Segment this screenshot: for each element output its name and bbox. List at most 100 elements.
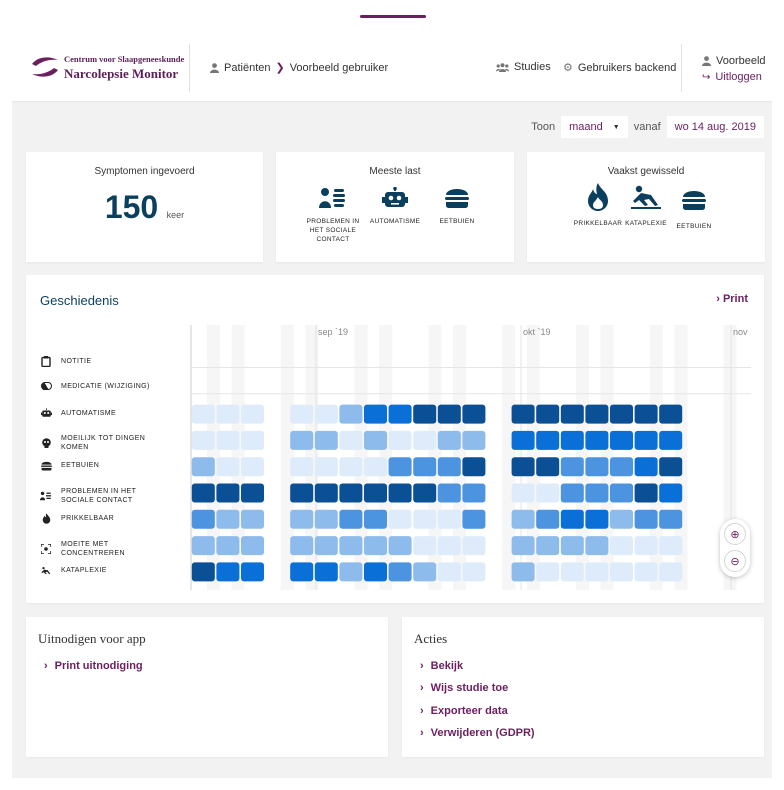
timeline-cell[interactable] — [585, 457, 609, 477]
timeline-cell[interactable] — [241, 430, 264, 450]
timeline-cell[interactable] — [290, 562, 314, 582]
assign-study-link[interactable]: › Wijs studie toe — [420, 682, 508, 694]
timeline-cell[interactable] — [462, 562, 486, 582]
timeline-cell[interactable] — [364, 430, 387, 450]
timeline-cell[interactable] — [314, 430, 338, 450]
timeline-cell[interactable] — [388, 457, 412, 477]
timeline-cell[interactable] — [388, 404, 412, 424]
timeline-cell[interactable] — [290, 457, 314, 477]
timeline-cell[interactable] — [585, 509, 609, 529]
timeline-cell[interactable] — [536, 536, 560, 556]
timeline-cell[interactable] — [413, 430, 437, 450]
timeline-cell[interactable] — [634, 404, 658, 424]
delete-gdpr-link[interactable]: › Verwijderen (GDPR) — [420, 727, 535, 739]
timeline-cell[interactable] — [659, 404, 683, 424]
timeline-cell[interactable] — [437, 457, 461, 477]
timeline-cell[interactable] — [191, 509, 215, 529]
timeline-cell[interactable] — [536, 509, 560, 529]
timeline-cell[interactable] — [364, 509, 387, 529]
timeline-cell[interactable] — [339, 457, 363, 477]
timeline-cell[interactable] — [536, 457, 560, 477]
print-invite-link[interactable]: › Print uitnodiging — [44, 660, 143, 672]
timeline-cell[interactable] — [634, 430, 658, 450]
timeline-cell[interactable] — [314, 404, 338, 424]
app-logo[interactable]: Centrum voor Slaapgeneeskunde Narcolepsi… — [30, 54, 190, 84]
export-data-link[interactable]: › Exporteer data — [420, 705, 508, 717]
current-user[interactable]: Voorbeeld — [702, 53, 766, 69]
timeline-cell[interactable] — [560, 430, 584, 450]
timeline-cell[interactable] — [339, 404, 363, 424]
timeline-cell[interactable] — [290, 536, 314, 556]
timeline-cell[interactable] — [511, 483, 535, 503]
timeline-cell[interactable] — [536, 430, 560, 450]
zoom-out-button[interactable]: ⊖ — [724, 550, 746, 572]
timeline-cell[interactable] — [462, 457, 486, 477]
timeline-cell[interactable] — [634, 536, 658, 556]
timeline-cell[interactable] — [511, 404, 535, 424]
timeline-cell[interactable] — [462, 430, 486, 450]
timeline-cell[interactable] — [388, 430, 412, 450]
timeline-cell[interactable] — [339, 536, 363, 556]
timeline-cell[interactable] — [659, 562, 683, 582]
timeline-cell[interactable] — [413, 509, 437, 529]
timeline-cell[interactable] — [290, 509, 314, 529]
timeline-cell[interactable] — [364, 483, 387, 503]
timeline-cell[interactable] — [413, 483, 437, 503]
timeline-cell[interactable] — [585, 562, 609, 582]
timeline-cell[interactable] — [290, 483, 314, 503]
breadcrumb-patients[interactable]: Patiënten — [224, 61, 271, 74]
timeline-cell[interactable] — [536, 404, 560, 424]
timeline-cell[interactable] — [413, 536, 437, 556]
timeline-cell[interactable] — [462, 404, 486, 424]
timeline-cell[interactable] — [413, 404, 437, 424]
timeline-cell[interactable] — [364, 457, 387, 477]
timeline-cell[interactable] — [585, 404, 609, 424]
timeline-cell[interactable] — [437, 509, 461, 529]
timeline-cell[interactable] — [364, 404, 387, 424]
timeline-cell[interactable] — [560, 483, 584, 503]
timeline-cell[interactable] — [216, 457, 240, 477]
timeline-cell[interactable] — [437, 483, 461, 503]
logout-link[interactable]: ↪ Uitloggen — [702, 69, 766, 85]
timeline-cell[interactable] — [536, 483, 560, 503]
timeline-cell[interactable] — [560, 562, 584, 582]
timeline-cell[interactable] — [216, 562, 240, 582]
timeline-cell[interactable] — [216, 483, 240, 503]
timeline-cell[interactable] — [216, 509, 240, 529]
timeline-cell[interactable] — [388, 483, 412, 503]
timeline-cell[interactable] — [634, 562, 658, 582]
timeline-cell[interactable] — [339, 509, 363, 529]
timeline-cell[interactable] — [191, 483, 215, 503]
timeline-cell[interactable] — [560, 457, 584, 477]
timeline-cell[interactable] — [437, 562, 461, 582]
timeline-cell[interactable] — [339, 430, 363, 450]
timeline-cell[interactable] — [610, 509, 633, 529]
timeline-cell[interactable] — [191, 562, 215, 582]
timeline-cell[interactable] — [610, 430, 633, 450]
timeline-cell[interactable] — [634, 509, 658, 529]
timeline-cell[interactable] — [511, 536, 535, 556]
timeline-cell[interactable] — [191, 536, 215, 556]
timeline-cell[interactable] — [462, 509, 486, 529]
timeline-cell[interactable] — [216, 404, 240, 424]
timeline-cell[interactable] — [560, 404, 584, 424]
timeline-cell[interactable] — [290, 430, 314, 450]
timeline-cell[interactable] — [659, 509, 683, 529]
timeline-cell[interactable] — [413, 457, 437, 477]
timeline-cell[interactable] — [585, 483, 609, 503]
timeline-cell[interactable] — [511, 430, 535, 450]
timeline-cell[interactable] — [216, 430, 240, 450]
timeline-cell[interactable] — [610, 404, 633, 424]
timeline-cell[interactable] — [536, 562, 560, 582]
timeline-cell[interactable] — [659, 457, 683, 477]
print-history-link[interactable]: › Print — [716, 293, 748, 305]
timeline-cell[interactable] — [610, 536, 633, 556]
timeline-cell[interactable] — [388, 562, 412, 582]
timeline-cell[interactable] — [560, 509, 584, 529]
timeline-cell[interactable] — [388, 536, 412, 556]
timeline-cell[interactable] — [437, 404, 461, 424]
timeline-cell[interactable] — [339, 483, 363, 503]
timeline-cell[interactable] — [560, 536, 584, 556]
timeline-cell[interactable] — [585, 430, 609, 450]
timeline-cell[interactable] — [659, 430, 683, 450]
